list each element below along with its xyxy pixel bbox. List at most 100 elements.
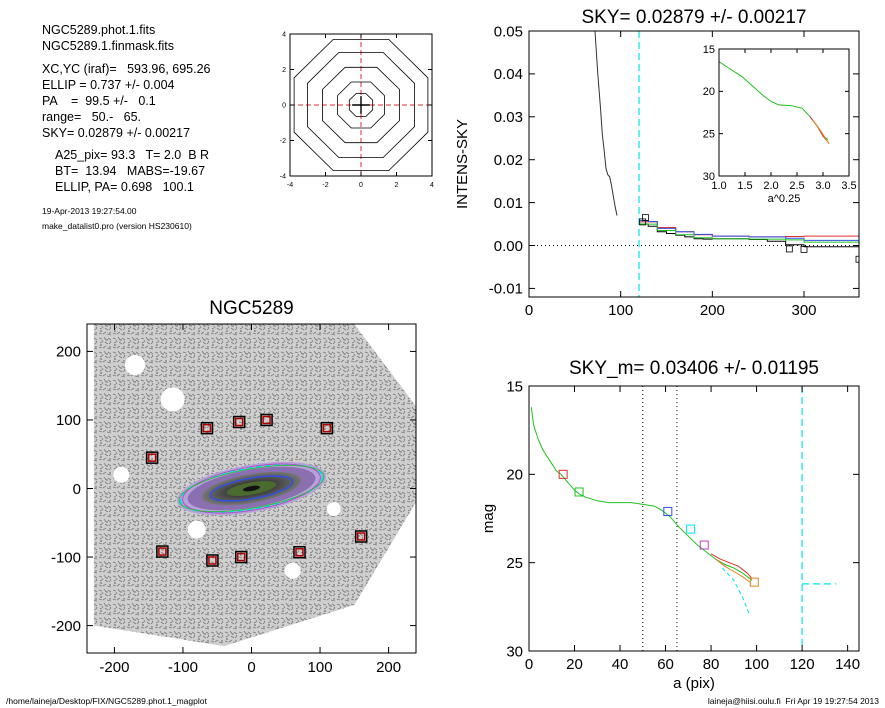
galaxy-isophote	[182, 463, 321, 514]
image-y-tick-label: -100	[51, 549, 81, 566]
star-marker-outer	[354, 530, 368, 543]
contour-level	[307, 52, 415, 158]
contour-y-tick-label: 4	[282, 31, 286, 38]
mag-ylabel: mag	[480, 504, 497, 533]
sky-x-tick-label: 200	[700, 302, 725, 319]
sky-marker	[800, 245, 808, 253]
sky-ylabel: INTENS-SKY	[454, 119, 471, 209]
image-x-tick-label: 200	[376, 659, 401, 676]
star-marker-outer	[234, 550, 248, 564]
galaxy-inner-ellipse	[209, 475, 294, 502]
contour-y-tick-label: -2	[280, 138, 286, 145]
star-marker-inner	[202, 423, 212, 433]
star-marker-inner	[234, 417, 244, 427]
mag-y-tick-label: 25	[506, 555, 523, 572]
star-marker-inner	[262, 415, 271, 425]
masked-star	[113, 466, 130, 483]
star-marker-outer	[206, 554, 219, 567]
contour-x-tick-label: -2	[322, 182, 328, 189]
mag-title: SKY_m= 0.03406 +/- 0.01195	[569, 358, 819, 379]
inset-y-tick-label: 15	[703, 44, 715, 56]
star-marker-inner	[322, 423, 332, 433]
image-y-tick-label: 200	[56, 344, 81, 361]
info-file2: NGC5289.1.finmask.fits	[42, 39, 174, 53]
galaxy-isophote	[178, 465, 325, 512]
sky-y-tick-label: 0.02	[494, 152, 523, 169]
info-bt: BT= 13.94 MABS=-19.67	[55, 164, 206, 178]
mag-marker-green	[574, 487, 584, 497]
image-plot-area	[93, 324, 416, 647]
mag-x-tick-label: 80	[703, 656, 720, 673]
mag-x-tick-label: 120	[790, 656, 815, 673]
mag-series-red	[710, 553, 753, 579]
contour-level	[322, 66, 400, 144]
inset-x-tick-label: 1.5	[737, 180, 752, 192]
contour-x-tick-label: 0	[359, 182, 363, 189]
sky-y-tick-label: 0.03	[494, 109, 523, 126]
star-marker-outer	[320, 421, 334, 435]
contour-level	[337, 81, 385, 129]
star-marker-inner	[356, 532, 366, 541]
star-marker-outer	[156, 545, 169, 558]
image-y-tick-label: -200	[51, 618, 81, 635]
star-marker-outer	[232, 415, 246, 429]
footer-user-date: laineja@hiisi.oulu.fi Fri Apr 19 19:27:5…	[707, 696, 879, 706]
star-marker-inner	[208, 556, 217, 565]
mag-x-tick-label: 140	[835, 656, 860, 673]
info-file1: NGC5289.phot.1.fits	[42, 23, 156, 37]
inset-x-tick-label: 3.5	[841, 180, 856, 192]
mag-x-tick-label: 100	[744, 656, 769, 673]
sky-series-blue	[639, 220, 859, 243]
mag-y-tick-label: 15	[506, 378, 523, 395]
sky-x-tick-label: 0	[525, 302, 533, 319]
galaxy-nucleus	[242, 485, 261, 492]
sky-series-green	[639, 223, 859, 244]
image-x-tick-label: 100	[308, 659, 333, 676]
footer-path: /home/laineja/Desktop/FIX/NGC5289.phot.1…	[6, 696, 207, 706]
sky-series-red	[639, 221, 859, 238]
inset-plot-area	[719, 61, 830, 145]
info-ellip: ELLIP = 0.737 +/- 0.004	[42, 78, 175, 92]
sky-y-tick-label: -0.01	[489, 281, 523, 298]
star-marker-outer	[200, 421, 214, 435]
contour-level	[293, 39, 429, 172]
mag-x-tick-label: 40	[612, 656, 629, 673]
mag-xlabel: a (pix)	[673, 675, 715, 692]
sky-y-tick-label: 0.05	[494, 23, 523, 40]
contour-y-tick-label: 2	[282, 67, 286, 74]
mag-marker-orange	[749, 577, 759, 587]
galaxy-fit-ellipse	[179, 463, 324, 514]
inset-x-tick-label: 2.0	[763, 180, 778, 192]
contour-y-tick-label: -4	[280, 173, 286, 180]
contour-level	[348, 93, 374, 117]
sky-x-tick-label: 300	[791, 302, 816, 319]
inset-x-tick-label: 3.0	[815, 180, 830, 192]
sky-x-tick-label: 100	[608, 302, 633, 319]
inset-frame	[718, 48, 850, 177]
sky-series-black	[639, 223, 859, 248]
inset-xlabel: a^0.25	[768, 193, 801, 205]
mag-marker-blue	[663, 506, 673, 516]
sky-y-tick-label: 0.01	[494, 195, 523, 212]
contour-x-tick-label: 4	[430, 182, 434, 189]
inset-y-tick-label: 25	[703, 129, 715, 141]
inset-y-tick-label: 30	[703, 171, 715, 183]
mag-marker-magenta	[699, 540, 709, 550]
contour-x-tick-label: 2	[395, 182, 399, 189]
mag-y-tick-label: 20	[506, 467, 523, 484]
masked-star	[187, 520, 206, 539]
info-sky: SKY= 0.02879 +/- 0.00217	[42, 126, 191, 140]
image-title: NGC5289	[209, 298, 294, 319]
mag-marker-red	[558, 469, 568, 479]
contour-y-tick-label: 0	[282, 102, 286, 109]
sky-y-tick-label: 0.04	[494, 66, 523, 83]
inset-background	[719, 49, 849, 176]
sky-marker	[855, 255, 859, 263]
image-y-tick-label: 100	[56, 412, 81, 429]
star-marker-inner	[147, 453, 157, 462]
mag-series-green	[530, 407, 753, 581]
masked-star	[124, 355, 145, 376]
mag-series-cyan	[722, 567, 751, 616]
mag-x-tick-label: 20	[566, 656, 583, 673]
